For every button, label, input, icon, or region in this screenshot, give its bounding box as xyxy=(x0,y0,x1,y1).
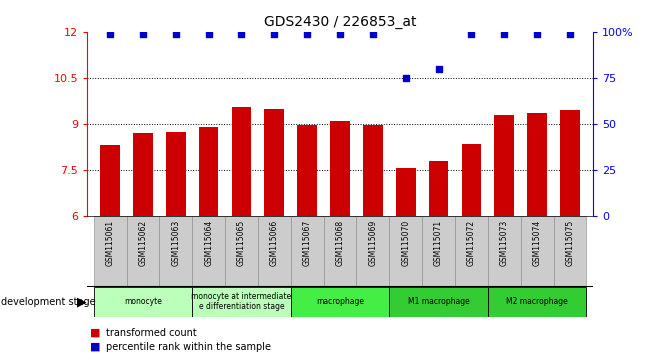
Bar xyxy=(199,127,218,216)
Text: ▶: ▶ xyxy=(77,295,86,308)
Point xyxy=(466,31,477,36)
Bar xyxy=(488,287,586,317)
Bar xyxy=(553,216,586,287)
Point xyxy=(170,31,181,36)
Bar xyxy=(462,144,481,216)
Point xyxy=(433,66,444,72)
Bar xyxy=(494,115,514,216)
Bar xyxy=(133,133,153,216)
Point xyxy=(105,31,115,36)
Text: ■: ■ xyxy=(90,342,101,352)
Bar xyxy=(166,132,186,216)
Text: GSM115061: GSM115061 xyxy=(106,219,115,266)
Point xyxy=(499,31,510,36)
Bar xyxy=(422,216,455,287)
Text: macrophage: macrophage xyxy=(316,297,364,306)
Point xyxy=(368,31,379,36)
Text: M1 macrophage: M1 macrophage xyxy=(407,297,470,306)
Bar xyxy=(297,125,317,216)
Text: GSM115074: GSM115074 xyxy=(533,219,541,266)
Bar xyxy=(100,145,120,216)
Bar xyxy=(324,216,356,287)
Bar xyxy=(232,107,251,216)
Bar xyxy=(159,216,192,287)
Bar xyxy=(127,216,159,287)
Bar xyxy=(389,216,422,287)
Bar xyxy=(527,113,547,216)
Text: percentile rank within the sample: percentile rank within the sample xyxy=(106,342,271,352)
Text: GSM115070: GSM115070 xyxy=(401,219,410,266)
Bar xyxy=(291,216,324,287)
Point xyxy=(203,31,214,36)
Bar xyxy=(429,161,448,216)
Text: GSM115068: GSM115068 xyxy=(336,219,344,266)
Point xyxy=(137,31,148,36)
Text: development stage: development stage xyxy=(1,297,98,307)
Bar xyxy=(396,169,415,216)
Point xyxy=(401,75,411,81)
Bar xyxy=(258,216,291,287)
Point xyxy=(269,31,279,36)
Text: GSM115072: GSM115072 xyxy=(467,219,476,266)
Bar xyxy=(363,125,383,216)
Bar xyxy=(521,216,553,287)
Point xyxy=(302,31,312,36)
Bar xyxy=(291,287,389,317)
Text: GSM115071: GSM115071 xyxy=(434,219,443,266)
Point xyxy=(565,31,576,36)
Bar xyxy=(389,287,488,317)
Bar xyxy=(192,216,225,287)
Text: GSM115067: GSM115067 xyxy=(303,219,312,266)
Text: M2 macrophage: M2 macrophage xyxy=(507,297,568,306)
Point xyxy=(335,31,346,36)
Text: monocyte at intermediate
e differentiation stage: monocyte at intermediate e differentiati… xyxy=(192,292,291,312)
Bar xyxy=(265,109,284,216)
Text: GSM115064: GSM115064 xyxy=(204,219,213,266)
Text: GSM115062: GSM115062 xyxy=(139,219,147,266)
Point xyxy=(532,31,543,36)
Bar xyxy=(330,121,350,216)
Bar xyxy=(356,216,389,287)
Point xyxy=(236,31,247,36)
Text: monocyte: monocyte xyxy=(124,297,162,306)
Text: ■: ■ xyxy=(90,328,101,338)
Text: GSM115066: GSM115066 xyxy=(270,219,279,266)
Text: GSM115063: GSM115063 xyxy=(172,219,180,266)
Bar xyxy=(488,216,521,287)
Text: GSM115073: GSM115073 xyxy=(500,219,509,266)
Bar xyxy=(94,216,127,287)
Bar xyxy=(94,287,192,317)
Bar xyxy=(225,216,258,287)
Text: transformed count: transformed count xyxy=(106,328,196,338)
Bar xyxy=(192,287,291,317)
Bar xyxy=(455,216,488,287)
Text: GSM115065: GSM115065 xyxy=(237,219,246,266)
Title: GDS2430 / 226853_at: GDS2430 / 226853_at xyxy=(264,16,416,29)
Text: GSM115069: GSM115069 xyxy=(369,219,377,266)
Bar xyxy=(560,110,580,216)
Text: GSM115075: GSM115075 xyxy=(565,219,574,266)
